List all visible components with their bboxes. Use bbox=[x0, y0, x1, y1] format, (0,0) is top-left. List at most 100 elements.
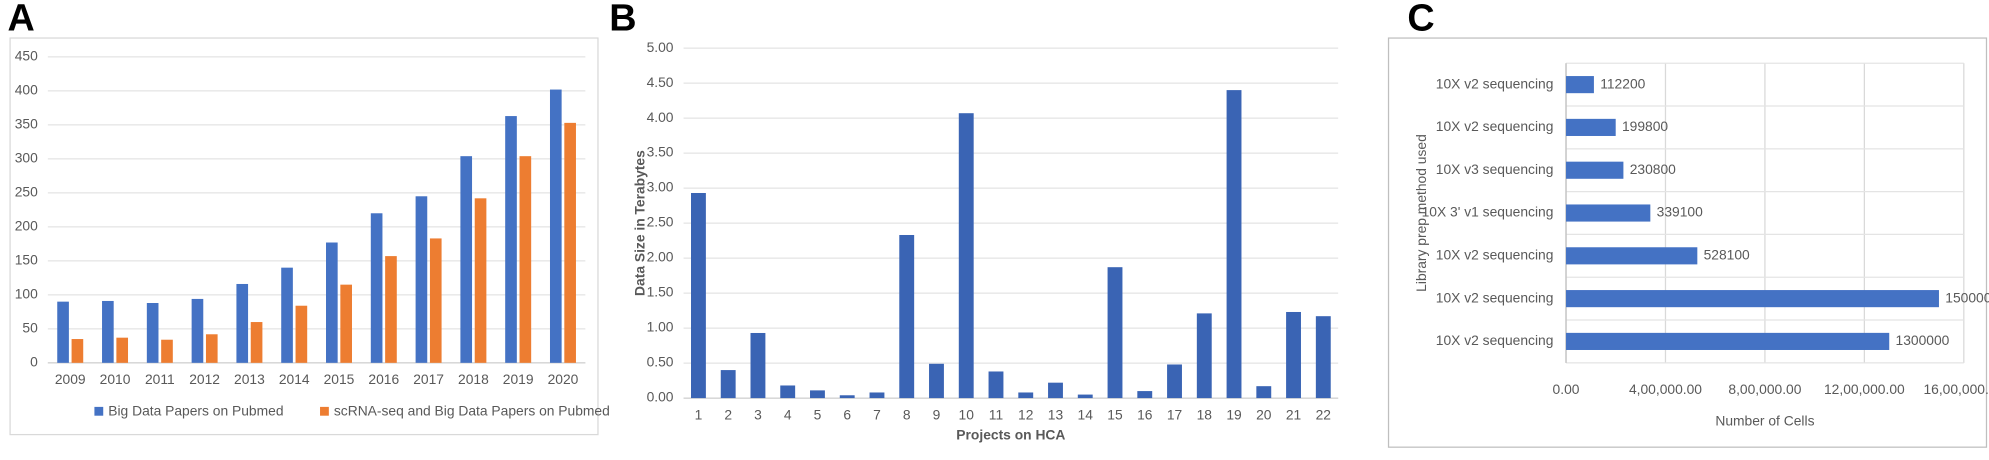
y-tick-label: 450 bbox=[15, 48, 38, 64]
x-tick-label: 9 bbox=[933, 406, 941, 422]
bar bbox=[549, 89, 562, 363]
bar bbox=[839, 395, 855, 399]
bar bbox=[1566, 247, 1698, 265]
bar bbox=[385, 256, 397, 363]
bar bbox=[505, 116, 517, 363]
bar bbox=[116, 337, 129, 363]
bar bbox=[1566, 290, 1939, 308]
bar bbox=[236, 283, 249, 363]
bar bbox=[295, 305, 308, 363]
x-tick-label: 16,00,000.00 bbox=[1923, 381, 1989, 397]
bar bbox=[720, 370, 736, 399]
bar bbox=[958, 113, 974, 399]
x-tick-label: 2010 bbox=[100, 371, 131, 387]
x-tick-label: 8 bbox=[903, 406, 911, 422]
bar bbox=[1107, 267, 1123, 399]
bar bbox=[1048, 382, 1063, 399]
bar bbox=[1226, 90, 1242, 399]
y-tick-label: 0.50 bbox=[647, 354, 674, 370]
bar bbox=[810, 390, 825, 399]
x-tick-label: 0.00 bbox=[1553, 381, 1580, 397]
legend-swatch bbox=[94, 406, 104, 416]
x-tick-label: 2018 bbox=[458, 371, 489, 387]
y-tick-label: 300 bbox=[15, 150, 38, 166]
bar bbox=[691, 192, 706, 399]
y-tick-label: 10X v2 sequencing bbox=[1436, 75, 1554, 91]
x-tick-label: 4,00,000.00 bbox=[1629, 381, 1702, 397]
bar bbox=[1167, 364, 1182, 399]
bar bbox=[564, 122, 576, 363]
x-axis-label: Projects on HCA bbox=[956, 426, 1065, 442]
bar bbox=[750, 332, 766, 399]
x-tick-label: 21 bbox=[1286, 406, 1302, 422]
y-tick-label: 10X v2 sequencing bbox=[1436, 289, 1554, 305]
y-tick-label: 10X 3' v1 sequencing bbox=[1422, 204, 1554, 220]
bar bbox=[205, 334, 218, 363]
y-tick-label: 10X v2 sequencing bbox=[1436, 118, 1554, 134]
bar bbox=[1566, 332, 1890, 350]
y-axis-label: Library prep method used bbox=[1413, 134, 1429, 292]
y-tick-label: 0 bbox=[30, 353, 38, 369]
panel-label: C bbox=[1407, 0, 1434, 39]
y-tick-label: 10X v3 sequencing bbox=[1436, 161, 1554, 177]
x-tick-label: 20 bbox=[1256, 406, 1272, 422]
bar bbox=[1256, 386, 1272, 399]
bar bbox=[415, 196, 428, 363]
x-tick-label: 2013 bbox=[234, 371, 265, 387]
data-label: 1300000 bbox=[1896, 332, 1950, 348]
x-tick-label: 11 bbox=[989, 406, 1004, 422]
bar bbox=[988, 371, 1004, 399]
x-tick-label: 12 bbox=[1018, 406, 1033, 422]
x-tick-label: 2011 bbox=[145, 371, 175, 387]
x-tick-label: 2020 bbox=[548, 371, 579, 387]
x-tick-label: 17 bbox=[1167, 406, 1182, 422]
data-label: 339100 bbox=[1657, 204, 1703, 220]
bar bbox=[1286, 311, 1301, 399]
y-tick-label: 150 bbox=[15, 252, 38, 268]
bar bbox=[460, 156, 473, 363]
panel-label: A bbox=[8, 0, 35, 39]
legend-label: scRNA-seq and Big Data Papers on Pubmed bbox=[334, 403, 610, 419]
legend-label: Big Data Papers on Pubmed bbox=[108, 403, 283, 419]
y-tick-label: 0.00 bbox=[647, 389, 674, 405]
y-tick-label: 400 bbox=[15, 82, 38, 98]
bar bbox=[1137, 391, 1153, 399]
x-tick-label: 2014 bbox=[279, 371, 310, 387]
x-tick-label: 2012 bbox=[189, 371, 220, 387]
panel-c-frame bbox=[1387, 37, 1988, 448]
x-tick-label: 3 bbox=[754, 406, 762, 422]
bar bbox=[191, 298, 204, 363]
bar bbox=[869, 392, 885, 399]
y-tick-label: 10X v2 sequencing bbox=[1436, 246, 1554, 262]
bar bbox=[929, 363, 944, 399]
bar bbox=[780, 385, 796, 399]
x-tick-label: 18 bbox=[1197, 406, 1213, 422]
data-label: 230800 bbox=[1630, 161, 1676, 177]
y-tick-label: 250 bbox=[15, 184, 38, 200]
x-tick-label: 8,00,000.00 bbox=[1728, 381, 1801, 397]
x-tick-label: 2009 bbox=[55, 371, 86, 387]
bar bbox=[474, 198, 487, 363]
bar bbox=[340, 284, 352, 363]
bar bbox=[326, 242, 338, 363]
y-tick-label: 1.50 bbox=[647, 284, 674, 300]
y-tick-label: 10X v2 sequencing bbox=[1436, 332, 1554, 348]
x-tick-label: 10 bbox=[959, 406, 975, 422]
x-tick-label: 2015 bbox=[324, 371, 355, 387]
bar bbox=[1566, 118, 1616, 136]
data-label: 199800 bbox=[1622, 118, 1668, 134]
y-tick-label: 200 bbox=[15, 218, 38, 234]
x-tick-label: 22 bbox=[1316, 406, 1331, 422]
x-tick-label: 2016 bbox=[368, 371, 399, 387]
x-tick-label: 12,00,000.00 bbox=[1824, 381, 1905, 397]
bar bbox=[1566, 204, 1651, 222]
x-axis-label: Number of Cells bbox=[1715, 413, 1814, 429]
x-tick-label: 1 bbox=[695, 406, 703, 422]
x-tick-label: 2 bbox=[724, 406, 732, 422]
bar bbox=[519, 156, 532, 363]
y-tick-label: 3.50 bbox=[647, 144, 674, 160]
x-tick-label: 2019 bbox=[503, 371, 534, 387]
legend-swatch bbox=[320, 406, 329, 416]
panel-label: B bbox=[609, 0, 636, 39]
bar bbox=[281, 267, 293, 363]
